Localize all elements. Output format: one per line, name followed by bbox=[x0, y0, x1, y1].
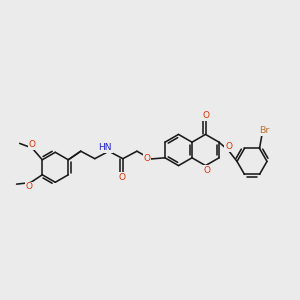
Text: O: O bbox=[143, 154, 151, 163]
Text: O: O bbox=[28, 140, 35, 149]
Text: HN: HN bbox=[98, 143, 112, 152]
Text: O: O bbox=[225, 142, 232, 151]
Text: O: O bbox=[203, 166, 210, 175]
Text: O: O bbox=[202, 111, 209, 120]
Text: O: O bbox=[118, 173, 125, 182]
Text: Br: Br bbox=[259, 126, 269, 135]
Text: O: O bbox=[26, 182, 33, 191]
